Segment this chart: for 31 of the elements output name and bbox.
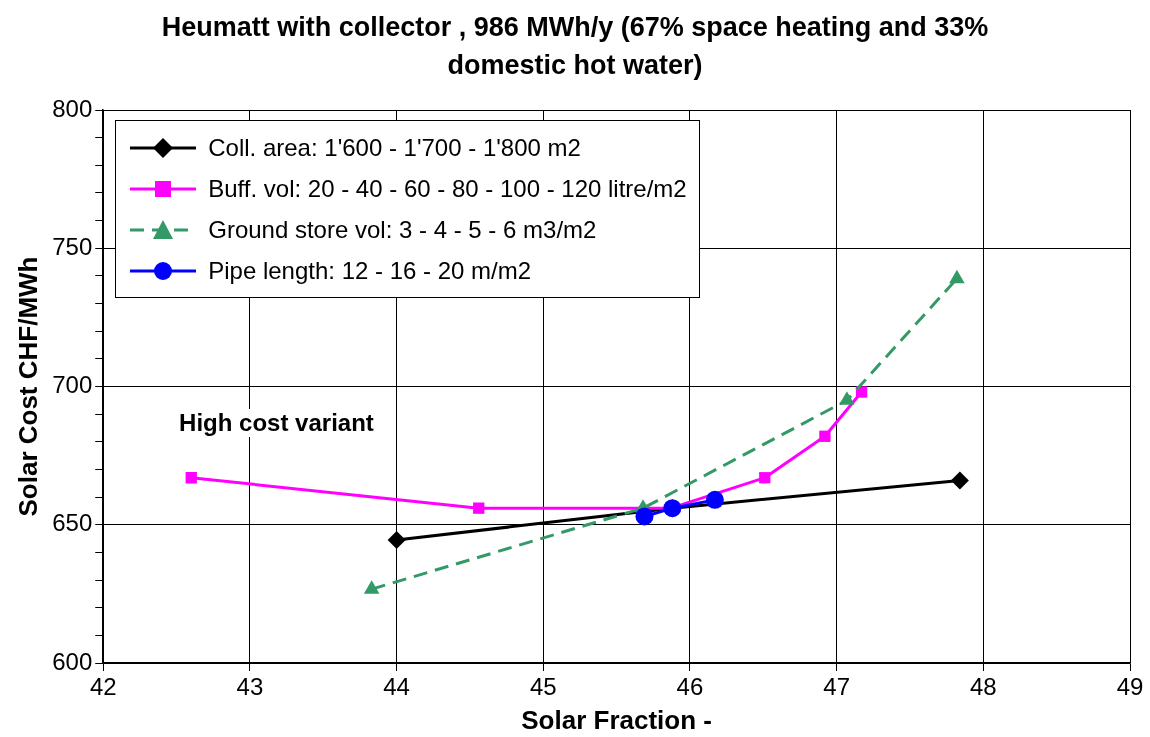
point — [950, 471, 969, 490]
y-tick-label: 800 — [52, 94, 93, 122]
point — [839, 391, 855, 405]
y-tick-label: 750 — [52, 232, 93, 260]
y-tick-label: 600 — [52, 647, 93, 675]
y-tick-label: 650 — [52, 509, 93, 537]
x-tick-label: 46 — [676, 673, 704, 701]
point — [473, 502, 485, 514]
point — [705, 490, 724, 509]
x-tick-label: 44 — [383, 673, 410, 701]
point — [185, 472, 197, 484]
x-axis-title: Solar Fraction - — [521, 704, 712, 735]
legend-label: Pipe length: 12 - 16 - 20 m/m2 — [208, 256, 532, 285]
point — [759, 472, 771, 484]
legend-label: Coll. area: 1'600 - 1'700 - 1'800 m2 — [208, 133, 581, 162]
chart-title: Heumatt with collector , 986 MWh/y (67% space heating and 33% domestic hot water) — [160, 11, 990, 82]
legend-label: Buff. vol: 20 - 40 - 60 - 80 - 100 - 120 litre/m2 — [208, 174, 687, 203]
annotation: High cost variant — [175, 408, 378, 437]
x-tick-label: 45 — [529, 673, 557, 701]
x-tick-label: 43 — [236, 673, 264, 701]
legend-label: Ground store vol: 3 - 4 - 5 - 6 m3/m2 — [208, 215, 597, 244]
x-tick-label: 49 — [1116, 673, 1144, 701]
y-tick-label: 700 — [52, 371, 93, 399]
point — [949, 269, 965, 284]
point — [819, 430, 831, 442]
point — [387, 530, 406, 549]
x-tick-label: 47 — [823, 673, 850, 701]
x-tick-label: 42 — [89, 673, 117, 701]
y-axis-title: Solar Cost CHF/MWh — [12, 256, 43, 517]
point — [635, 507, 654, 526]
x-tick-label: 48 — [969, 673, 997, 701]
